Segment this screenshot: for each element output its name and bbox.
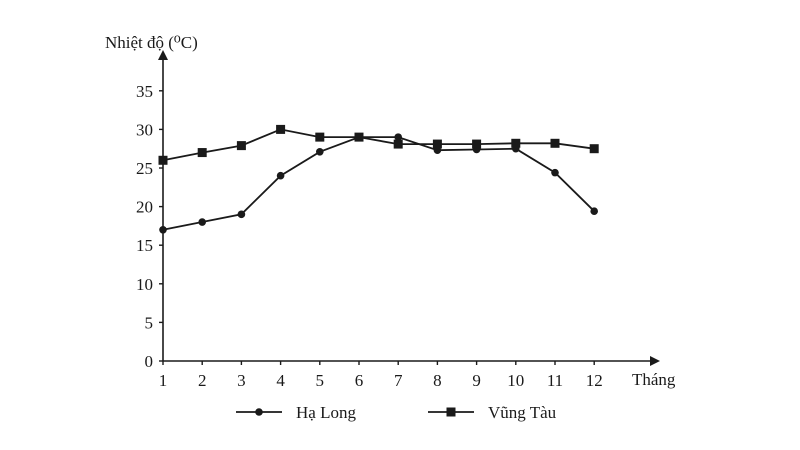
y-tick-label: 35 xyxy=(136,82,153,101)
y-tick-label: 0 xyxy=(145,352,154,371)
x-tick-label: 8 xyxy=(433,371,442,390)
data-point xyxy=(589,144,599,154)
data-point xyxy=(590,207,598,216)
x-tick-label: 7 xyxy=(394,371,403,390)
series-line xyxy=(162,136,595,231)
x-tick-label: 11 xyxy=(547,371,563,390)
legend-marker xyxy=(255,408,263,416)
legend-item: Vũng Tàu xyxy=(428,403,557,422)
x-tick-label: 12 xyxy=(586,371,603,390)
data-point xyxy=(316,147,324,156)
data-point xyxy=(432,139,442,149)
legend-marker xyxy=(446,407,456,417)
y-tick-label: 15 xyxy=(136,236,153,255)
data-point xyxy=(197,148,207,158)
x-tick-label: 1 xyxy=(159,371,168,390)
data-point xyxy=(511,138,521,148)
x-tick-label: 2 xyxy=(198,371,207,390)
data-point xyxy=(394,133,403,141)
legend-label: Vũng Tàu xyxy=(488,403,557,422)
data-point xyxy=(550,138,560,148)
data-point xyxy=(472,139,482,149)
x-tick-label: 4 xyxy=(276,371,285,390)
x-tick-label: 5 xyxy=(316,371,325,390)
y-tick-label: 10 xyxy=(136,275,153,294)
data-point xyxy=(236,141,246,151)
y-tick-label: 20 xyxy=(136,198,153,217)
x-tick-label: 6 xyxy=(355,371,364,390)
data-point xyxy=(551,168,559,177)
x-axis-title: Tháng xyxy=(632,370,676,389)
x-tick-label: 10 xyxy=(507,371,524,390)
data-point xyxy=(198,218,206,226)
x-tick-label: 3 xyxy=(237,371,246,390)
data-point xyxy=(158,155,168,165)
data-point xyxy=(354,132,364,142)
y-tick-label: 30 xyxy=(136,120,153,139)
y-tick-label: 25 xyxy=(136,159,153,178)
series-layer xyxy=(158,124,599,234)
legend-label: Hạ Long xyxy=(296,403,356,422)
y-axis-title: Nhiệt độ (⁰C) xyxy=(105,33,198,52)
y-tick-labels: 0 5 10 15 20 25 30 35 xyxy=(136,82,163,371)
x-tick-labels: 1 2 3 4 5 6 7 8 9 10 11 12 xyxy=(159,361,603,390)
data-point xyxy=(237,210,246,219)
series-line xyxy=(162,128,595,162)
data-point xyxy=(276,171,285,180)
y-tick-label: 5 xyxy=(145,313,154,332)
x-tick-label: 9 xyxy=(472,371,481,390)
legend-item: Hạ Long xyxy=(236,403,356,422)
data-point xyxy=(276,124,286,134)
data-point xyxy=(315,132,325,142)
data-point xyxy=(393,139,403,149)
axes xyxy=(158,50,660,366)
data-point xyxy=(159,225,167,234)
legend: Hạ Long Vũng Tàu xyxy=(236,403,557,422)
series-2 xyxy=(158,124,599,165)
